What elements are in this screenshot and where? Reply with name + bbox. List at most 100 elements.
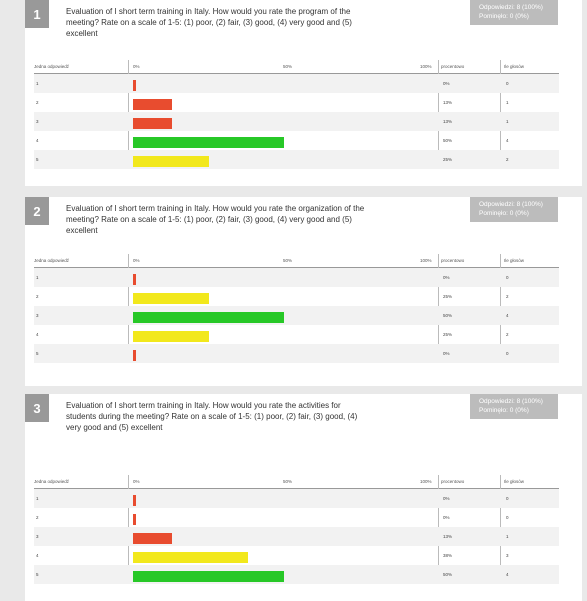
table-header: Jedna odpowiedź 0% 50% 100% procentowo Ile gł… (34, 475, 559, 489)
question-number: 1 (25, 0, 49, 28)
answer-column-header: Jedna odpowiedź (34, 479, 70, 484)
answer-label: 2 (36, 100, 39, 105)
skipped-count: Pominęło: 0 (0%) (479, 407, 529, 414)
table-row: 5 25% 2 (34, 150, 559, 169)
vote-count: 4 (506, 572, 509, 577)
question-text: Evaluation of I short term training in I… (66, 401, 358, 432)
votes-column-header: Ile głosów (504, 64, 525, 69)
vote-count: 2 (506, 294, 509, 299)
percent-value: 13% (443, 534, 453, 539)
votes-column-header: Ile głosów (504, 258, 525, 263)
vote-count: 1 (506, 534, 509, 539)
percent-value: 13% (443, 100, 453, 105)
axis-tick-0: 0% (133, 479, 140, 484)
question-card: 1 Evaluation of I short term training in … (25, 0, 582, 186)
question-card: 2 Evaluation of I short term training in … (25, 197, 582, 386)
votes-column-header: Ile głosów (504, 479, 525, 484)
answers-count: Odpowiedzi: 8 (100%) (479, 4, 543, 11)
result-bar (133, 118, 173, 129)
table-row: 2 0% 0 (34, 508, 559, 527)
answer-label: 2 (36, 294, 39, 299)
table-row: 2 13% 1 (34, 93, 559, 112)
answers-count: Odpowiedzi: 8 (100%) (479, 201, 543, 208)
result-bar (133, 312, 284, 323)
results-table: Jedna odpowiedź 0% 50% 100% procentowo Ile gł… (34, 60, 559, 169)
percent-value: 25% (443, 294, 453, 299)
percent-value: 50% (443, 138, 453, 143)
table-row: 5 50% 4 (34, 565, 559, 584)
table-row: 2 25% 2 (34, 287, 559, 306)
answer-label: 1 (36, 81, 39, 86)
percent-value: 0% (443, 81, 450, 86)
answer-column-header: Jedna odpowiedź (34, 64, 70, 69)
answer-label: 1 (36, 275, 39, 280)
percent-column-header: procentowo (441, 479, 465, 484)
answer-column-header: Jedna odpowiedź (34, 258, 70, 263)
percent-value: 0% (443, 351, 450, 356)
answer-label: 4 (36, 332, 39, 337)
answer-label: 5 (36, 572, 39, 577)
result-bar (133, 80, 136, 91)
question-text: Evaluation of I short term training in I… (66, 204, 365, 235)
answer-label: 3 (36, 534, 39, 539)
question-card: 3 Evaluation of I short term training in … (25, 394, 582, 601)
percent-value: 0% (443, 496, 450, 501)
percent-column-header: procentowo (441, 258, 465, 263)
percent-value: 50% (443, 313, 453, 318)
axis-tick-100: 100% (420, 258, 432, 263)
skipped-count: Pominęło: 0 (0%) (479, 210, 529, 217)
percent-value: 25% (443, 157, 453, 162)
table-header: Jedna odpowiedź 0% 50% 100% procentowo Ile gł… (34, 254, 559, 268)
result-bar (133, 99, 173, 110)
vote-count: 0 (506, 275, 509, 280)
response-stats-badge: Odpowiedzi: 8 (100%) Pominęło: 0 (0%) (470, 0, 558, 25)
result-bar (133, 331, 209, 342)
vote-count: 4 (506, 313, 509, 318)
result-bar (133, 350, 136, 361)
result-bar (133, 495, 136, 506)
percent-column-header: procentowo (441, 64, 465, 69)
table-row: 4 50% 4 (34, 131, 559, 150)
table-row: 3 13% 1 (34, 112, 559, 131)
percent-value: 13% (443, 119, 453, 124)
answer-label: 1 (36, 496, 39, 501)
answer-label: 4 (36, 138, 39, 143)
answer-label: 3 (36, 313, 39, 318)
answers-count: Odpowiedzi: 8 (100%) (479, 398, 543, 405)
result-bar (133, 156, 209, 167)
table-row: 3 13% 1 (34, 527, 559, 546)
axis-tick-50: 50% (283, 479, 293, 484)
table-row: 4 25% 2 (34, 325, 559, 344)
response-stats-badge: Odpowiedzi: 8 (100%) Pominęło: 0 (0%) (470, 197, 558, 222)
vote-count: 1 (506, 100, 509, 105)
vote-count: 4 (506, 138, 509, 143)
answer-label: 2 (36, 515, 39, 520)
percent-value: 25% (443, 332, 453, 337)
result-bar (133, 514, 136, 525)
vote-count: 2 (506, 332, 509, 337)
axis-tick-0: 0% (133, 258, 140, 263)
vote-count: 0 (506, 496, 509, 501)
result-bar (133, 137, 284, 148)
percent-value: 0% (443, 515, 450, 520)
vote-count: 2 (506, 157, 509, 162)
results-table: Jedna odpowiedź 0% 50% 100% procentowo Ile gł… (34, 475, 559, 584)
vote-count: 0 (506, 351, 509, 356)
answer-label: 5 (36, 157, 39, 162)
table-row: 5 0% 0 (34, 344, 559, 363)
percent-value: 0% (443, 275, 450, 280)
axis-tick-100: 100% (420, 479, 432, 484)
vote-count: 1 (506, 119, 509, 124)
percent-value: 50% (443, 572, 453, 577)
answer-label: 4 (36, 553, 39, 558)
question-text: Evaluation of I short term training in I… (66, 7, 352, 38)
question-number: 3 (25, 394, 49, 422)
result-bar (133, 552, 248, 563)
answer-label: 5 (36, 351, 39, 356)
result-bar (133, 274, 136, 285)
result-bar (133, 293, 209, 304)
axis-tick-50: 50% (283, 258, 293, 263)
results-table: Jedna odpowiedź 0% 50% 100% procentowo Ile gł… (34, 254, 559, 363)
axis-tick-100: 100% (420, 64, 432, 69)
vote-count: 0 (506, 81, 509, 86)
